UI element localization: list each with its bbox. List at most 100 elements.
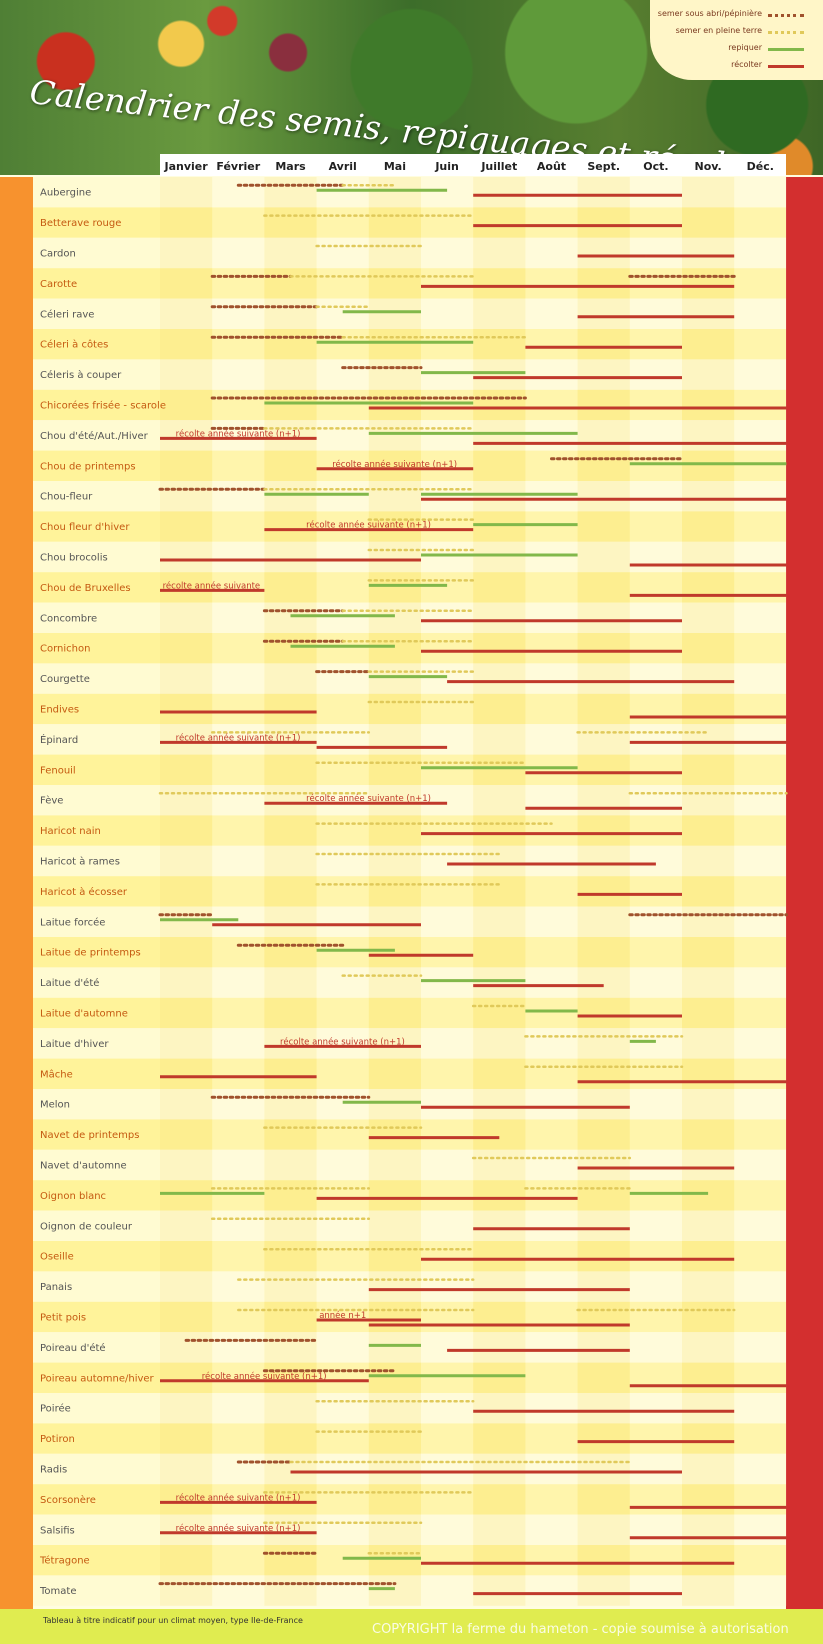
harvest-note: récolte année suivante xyxy=(163,580,261,591)
row-background xyxy=(33,724,786,755)
vegetable-label: Concombre xyxy=(40,613,97,624)
vegetable-label: Chou de Bruxelles xyxy=(40,583,131,594)
vegetable-label: Courgette xyxy=(40,674,90,685)
month-label: Déc. xyxy=(747,160,774,173)
row-background xyxy=(33,937,786,968)
vegetable-label: Poireau d'été xyxy=(40,1342,106,1354)
row-background xyxy=(33,876,786,907)
row-background xyxy=(33,1271,786,1302)
row-background xyxy=(33,1423,786,1454)
row-background xyxy=(33,1028,786,1059)
month-label: Nov. xyxy=(694,160,721,173)
vegetable-label: Laitue de printemps xyxy=(40,948,141,959)
row-background xyxy=(33,1362,786,1393)
row-background xyxy=(33,967,786,998)
month-column xyxy=(421,177,474,1606)
vegetable-label: Laitue d'été xyxy=(40,977,99,989)
month-label: Mai xyxy=(384,160,406,173)
vegetable-label: Petit pois xyxy=(40,1313,86,1324)
vegetable-label: Haricot à écosser xyxy=(40,886,128,898)
row-background xyxy=(33,1393,786,1424)
vegetable-label: Melon xyxy=(40,1100,70,1111)
vegetable-label: Carotte xyxy=(40,279,77,290)
row-background xyxy=(33,633,786,664)
vegetable-label: Chou fleur d'hiver xyxy=(40,522,130,533)
vegetable-label: Salsifis xyxy=(40,1525,75,1536)
row-background xyxy=(33,237,786,269)
month-label: Oct. xyxy=(643,160,668,173)
vegetable-label: Chicorées frisée - scarole xyxy=(40,400,166,412)
legend: semer sous abri/pépinière semer en pleine… xyxy=(650,0,823,80)
row-background xyxy=(33,997,786,1029)
vegetable-label: Chou-fleur xyxy=(40,492,93,503)
row-background xyxy=(33,602,786,633)
legend-label-2: repiquer xyxy=(728,43,762,52)
row-background xyxy=(33,329,786,360)
vegetable-label: Haricot à rames xyxy=(40,856,120,868)
row-background xyxy=(33,511,786,542)
vegetable-label: Endives xyxy=(40,705,79,716)
month-label: Janvier xyxy=(164,160,209,173)
row-background xyxy=(33,754,786,785)
vegetable-label: Chou d'été/Aut./Hiver xyxy=(40,430,149,442)
vegetable-label: Fenouil xyxy=(40,765,76,776)
row-background xyxy=(33,845,786,877)
row-background xyxy=(33,177,786,208)
month-label: Juillet xyxy=(480,160,517,173)
harvest-note: récolte année suivante (n+1) xyxy=(306,520,431,531)
row-background xyxy=(33,1058,786,1089)
vegetable-label: Scorsonère xyxy=(40,1494,96,1506)
vegetable-label: Céleri rave xyxy=(40,308,94,320)
harvest-note: récolte année suivante (n+1) xyxy=(202,1371,327,1382)
row-background xyxy=(33,1241,786,1272)
row-background xyxy=(33,693,786,725)
legend-swatch-1 xyxy=(768,31,804,34)
row-background xyxy=(33,1180,786,1211)
vegetable-label: Haricot nain xyxy=(40,826,101,837)
vegetable-label: Poireau automne/hiver xyxy=(40,1373,155,1384)
copyright-watermark: COPYRIGHT la ferme du hameton - copie so… xyxy=(372,1622,789,1637)
harvest-note: récolte année suivante (n+1) xyxy=(176,1523,301,1534)
row-background xyxy=(33,1210,786,1241)
month-label: Février xyxy=(216,160,260,173)
legend-label-0: semer sous abri/pépinière xyxy=(657,9,762,18)
month-label: Avril xyxy=(329,160,357,173)
vegetable-label: Cardon xyxy=(40,249,76,260)
footnote: Tableau à titre indicatif pour un climat… xyxy=(43,1616,303,1625)
vegetable-label: Mâche xyxy=(40,1068,73,1080)
harvest-note: récolte année suivante (n+1) xyxy=(176,732,301,743)
vegetable-label: Céleris à couper xyxy=(40,369,122,381)
row-background xyxy=(33,1119,786,1150)
row-background xyxy=(33,207,786,238)
legend-swatch-2 xyxy=(768,48,804,51)
left-orange-band xyxy=(0,177,33,1609)
month-column xyxy=(264,177,317,1606)
row-background xyxy=(33,1149,786,1181)
month-column xyxy=(212,177,265,1606)
harvest-note: récolte année suivante (n+1) xyxy=(280,1036,405,1047)
row-background xyxy=(33,389,786,421)
row-background xyxy=(33,268,786,299)
row-background xyxy=(33,1575,786,1606)
vegetable-label: Chou brocolis xyxy=(40,553,108,564)
legend-label-3: récolter xyxy=(731,60,762,69)
vegetable-label: Tétragone xyxy=(39,1555,90,1567)
vegetable-label: Cornichon xyxy=(40,644,90,655)
vegetable-label: Épinard xyxy=(40,733,78,746)
harvest-note: récolte année suivante (n+1) xyxy=(306,793,431,804)
vegetable-label: Aubergine xyxy=(40,188,91,199)
month-column xyxy=(577,177,630,1606)
month-label: Juin xyxy=(434,160,459,173)
row-background xyxy=(33,1484,786,1515)
row-background xyxy=(33,481,786,512)
right-red-band xyxy=(786,177,823,1609)
row-background xyxy=(33,420,786,451)
footer-band xyxy=(0,1609,823,1644)
row-background xyxy=(33,1514,786,1545)
row-background xyxy=(33,1332,786,1363)
month-column xyxy=(368,177,421,1606)
row-background xyxy=(33,785,786,816)
vegetable-label: Chou de printemps xyxy=(40,461,136,472)
